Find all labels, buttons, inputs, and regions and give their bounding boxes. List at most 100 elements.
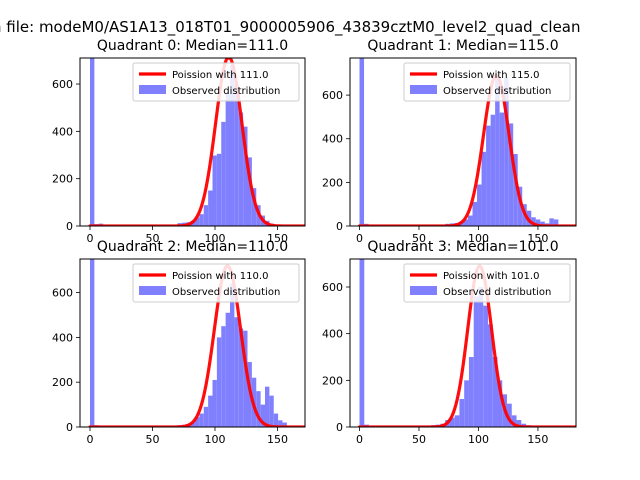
legend-label-poisson: Poission with 115.0 [443, 70, 539, 81]
histogram-bar [483, 305, 488, 427]
poisson-curve [88, 264, 305, 427]
histogram-bar [481, 151, 487, 226]
x-tick-label: 50 [146, 433, 160, 446]
subplot-q2: 0 50 100 150 0 200 400 600 Quadrant 2: Median=11… [52, 239, 306, 446]
histogram-bar [216, 153, 222, 226]
histogram-bar [467, 215, 473, 226]
axes-frame [349, 57, 577, 227]
poisson-curve [357, 264, 576, 427]
histogram-bar [497, 380, 503, 427]
y-tick-label: 600 [52, 78, 73, 91]
x-tick-label: 50 [146, 232, 160, 245]
histogram-bar [269, 395, 274, 427]
histogram-bar [243, 126, 248, 226]
histogram-bar [504, 77, 509, 226]
histogram-bar [508, 123, 514, 226]
legend: Poission with 101.0 Observed distribution [403, 263, 571, 303]
histogram-bar [478, 287, 484, 427]
legend-label-poisson: Poission with 110.0 [172, 271, 268, 282]
x-tick-label: 150 [267, 433, 288, 446]
histogram-bar [499, 112, 505, 226]
histogram-bar [282, 422, 287, 427]
legend-box [132, 62, 300, 102]
subplot-q3: 0 50 100 150 0 200 400 600 Quadrant 3: Median=10… [322, 239, 577, 446]
x-tick-label: 150 [267, 232, 288, 245]
legend-bar-swatch [410, 286, 437, 295]
histogram-bar [225, 93, 230, 226]
axes-frame [79, 57, 306, 227]
histogram-bar [234, 84, 239, 226]
y-tick-label: 0 [66, 421, 73, 434]
y-tick-label: 400 [52, 125, 73, 138]
histogram-bar [90, 259, 95, 427]
histogram-bar [238, 112, 244, 226]
legend-bar-swatch [410, 85, 437, 94]
y-tick-label: 600 [322, 89, 343, 102]
histogram-bar [230, 65, 235, 226]
y-tick-label: 400 [322, 328, 343, 341]
y-tick-label: 400 [52, 331, 73, 344]
x-tick-label: 50 [412, 433, 426, 446]
y-tick-label: 0 [66, 220, 73, 233]
histogram-bar [553, 219, 559, 226]
histogram-bar [260, 404, 265, 427]
y-tick-label: 200 [52, 376, 73, 389]
axes-frame [79, 258, 306, 428]
legend-bar-swatch [139, 85, 166, 94]
histogram-bar [454, 415, 460, 427]
legend-label-observed: Observed distribution [172, 86, 280, 97]
histogram-bar [256, 391, 261, 427]
x-tick-label: 100 [205, 433, 226, 446]
histogram-bar [265, 386, 270, 427]
histogram-bar [549, 218, 554, 226]
legend-bar-swatch [139, 286, 166, 295]
histogram-bar [359, 58, 365, 226]
axes-frame [349, 258, 577, 428]
legend: Poission with 110.0 Observed distribution [132, 263, 300, 303]
histogram-bar [90, 58, 95, 226]
histogram-bar [208, 190, 213, 226]
y-tick-label: 0 [336, 421, 343, 434]
y-tick-label: 200 [322, 374, 343, 387]
histogram-bar [243, 330, 248, 427]
histogram-bar [513, 154, 518, 226]
subplot-q1: 0 50 100 150 0 200 400 600 Quadrant 1: Median=11… [322, 38, 577, 245]
legend-box [403, 62, 571, 102]
plot-area [88, 259, 305, 427]
histogram-bar [449, 417, 455, 427]
plot-area [357, 259, 576, 427]
y-tick-label: 0 [336, 220, 343, 233]
histogram-bar [359, 259, 365, 427]
histogram-bar [216, 337, 222, 427]
histogram-bar [195, 417, 200, 427]
histogram-bar [468, 357, 474, 427]
histogram-bar [516, 420, 522, 427]
y-tick-label: 600 [52, 287, 73, 300]
histogram-bar [273, 413, 279, 427]
y-tick-label: 400 [322, 133, 343, 146]
histogram-bar [221, 326, 226, 427]
histogram-bar [517, 186, 523, 226]
poisson-curve [88, 58, 305, 226]
legend: Poission with 115.0 Observed distribution [403, 62, 571, 102]
y-tick-label: 200 [322, 176, 343, 189]
legend-label-observed: Observed distribution [443, 287, 551, 298]
histogram-bar [487, 324, 493, 427]
histogram-bar [492, 357, 498, 427]
histogram-bar [225, 312, 230, 427]
y-tick-label: 600 [322, 281, 343, 294]
histogram-bar [495, 75, 500, 226]
legend-box [132, 263, 300, 303]
x-tick-label: 100 [468, 232, 489, 245]
subplot-title: Quadrant 1: Median=115.0 [367, 38, 558, 54]
figure-suptitle-clip: n file: modeM0/AS1A13_018T01_9000005906_… [0, 18, 640, 40]
histogram-bar [251, 188, 257, 226]
x-tick-label: 50 [412, 232, 426, 245]
histogram-bar [477, 184, 482, 226]
histogram-bar [195, 217, 200, 226]
histogram-bar [238, 328, 244, 427]
x-tick-label: 0 [87, 433, 94, 446]
histogram-bar [234, 317, 239, 427]
histogram-bar [221, 121, 226, 226]
